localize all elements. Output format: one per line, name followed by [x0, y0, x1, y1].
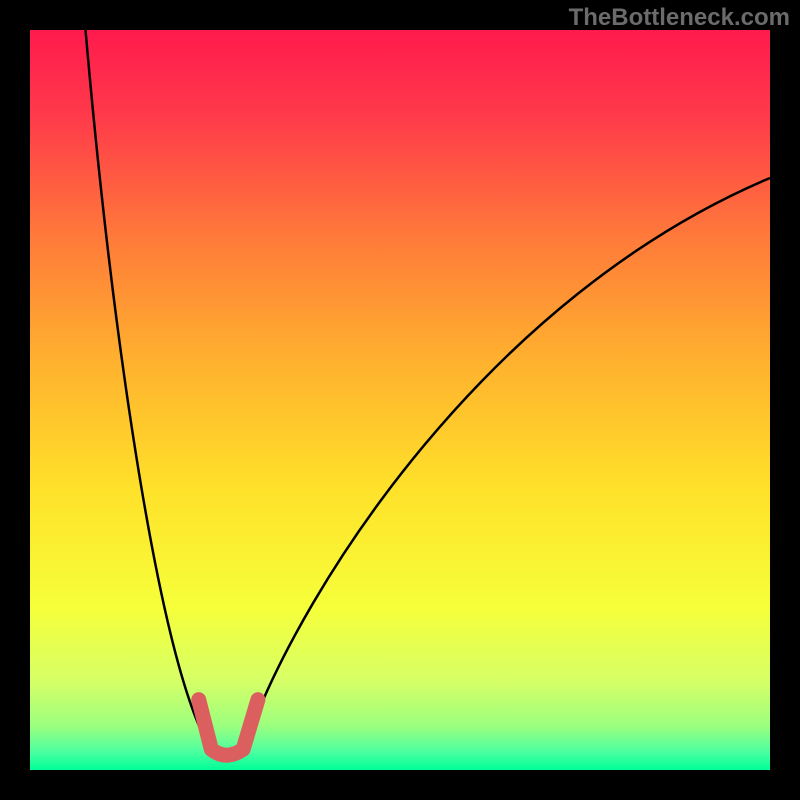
watermark-text: TheBottleneck.com	[569, 4, 790, 32]
bottleneck-curve-plot	[0, 0, 800, 800]
chart-frame: TheBottleneck.com	[0, 0, 800, 800]
gradient-plot-area	[30, 30, 770, 770]
